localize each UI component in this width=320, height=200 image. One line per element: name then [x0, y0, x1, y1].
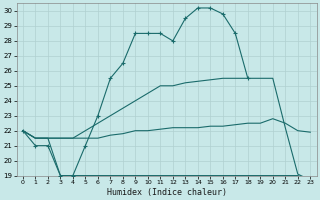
X-axis label: Humidex (Indice chaleur): Humidex (Indice chaleur): [107, 188, 227, 197]
